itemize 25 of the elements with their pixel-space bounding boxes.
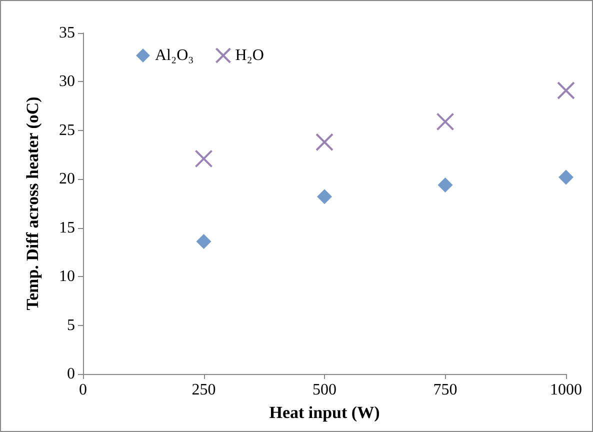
- y-tick-label: 30: [59, 73, 75, 90]
- y-tick-label: 20: [59, 170, 75, 188]
- legend-label: Al₂O₃: [155, 47, 194, 64]
- legend-label: H₂O: [235, 47, 264, 64]
- point: [317, 189, 332, 204]
- y-tick-label: 10: [59, 268, 75, 286]
- point: [316, 133, 334, 152]
- x-tick-label: 250: [192, 382, 216, 398]
- y-tick-label: 25: [59, 122, 75, 139]
- point: [194, 150, 213, 168]
- x-tick-label: 500: [312, 382, 336, 398]
- y-axis-title: Temp. Diff across heater (oC): [23, 96, 42, 310]
- x-tick-label: 1000: [550, 382, 582, 398]
- point: [196, 234, 212, 249]
- point: [436, 112, 454, 131]
- y-tick-label: 5: [67, 316, 75, 334]
- x-axis-title: Heat input (W): [269, 403, 380, 422]
- point: [557, 81, 575, 100]
- y-tick-label: 35: [59, 24, 75, 42]
- x-tick-label: 0: [79, 382, 87, 398]
- y-tick-label: 15: [59, 219, 75, 236]
- y-tick-label: 0: [67, 366, 75, 382]
- x-tick-label: 750: [433, 382, 458, 398]
- point: [558, 170, 574, 185]
- point: [438, 177, 453, 192]
